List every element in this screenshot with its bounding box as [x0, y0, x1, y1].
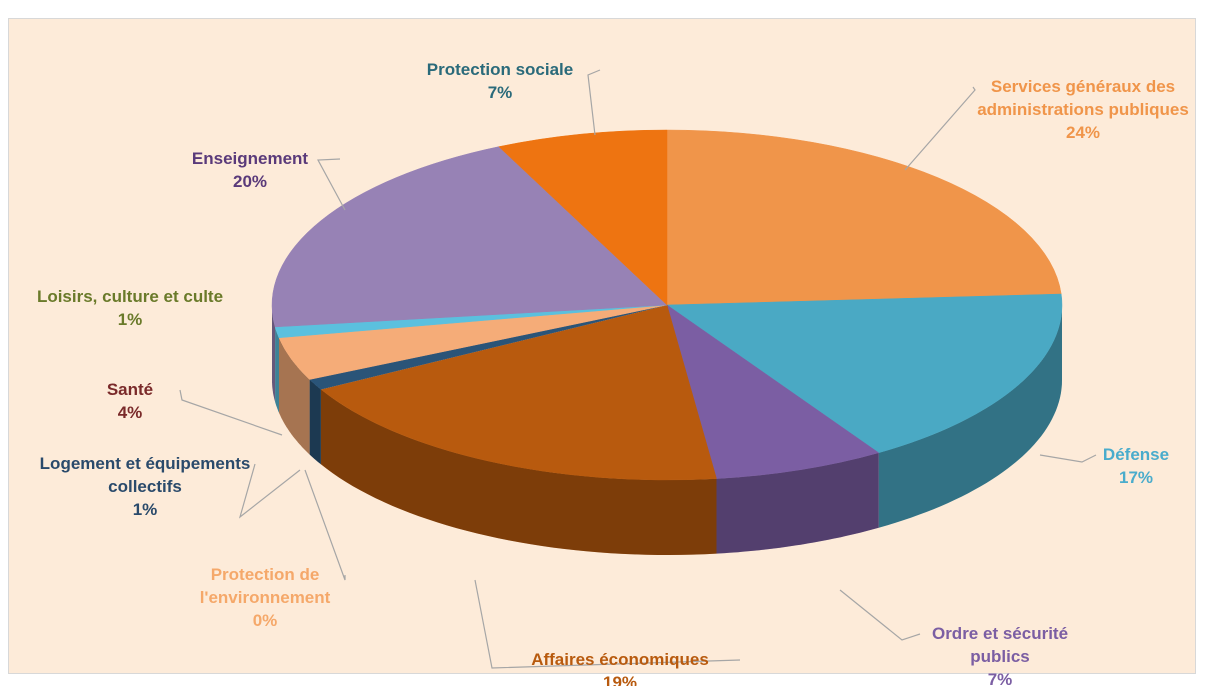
category-label: Protection sociale	[426, 60, 574, 79]
slice-side	[279, 337, 310, 455]
slice-side-shade	[279, 337, 310, 455]
slice-label: Affaires économiques 19%	[490, 648, 750, 686]
slice	[271, 146, 668, 328]
category-label: Santé	[106, 380, 154, 399]
value-label: 1%	[117, 310, 143, 329]
category-label: Protection de l'environnement	[199, 565, 331, 607]
slice-label: Protection sociale 7%	[390, 58, 610, 104]
slice-side	[878, 305, 1062, 528]
slice-label: Logement et équipements collectifs 1%	[25, 452, 265, 521]
leader-line	[317, 158, 346, 211]
slice-label: Protection de l'environnement 0%	[175, 563, 355, 632]
value-label: 20%	[232, 172, 268, 191]
category-label: Services généraux des administrations pu…	[977, 77, 1189, 119]
value-label: 24%	[1065, 123, 1101, 142]
slice	[498, 129, 668, 306]
leader-line	[304, 469, 346, 581]
leader-line	[474, 579, 741, 669]
value-label: 7%	[987, 670, 1013, 686]
slice-side	[716, 452, 879, 554]
value-label: 4%	[117, 403, 143, 422]
slice-side-shade	[716, 452, 879, 554]
category-label: Loisirs, culture et culte	[36, 287, 224, 306]
slice-side	[275, 326, 279, 413]
leader-line	[1039, 454, 1097, 463]
slice-label: Santé 4%	[70, 378, 190, 424]
slice-label: Enseignement 20%	[150, 147, 350, 193]
slice-side-shade	[272, 305, 276, 402]
slice-label: Loisirs, culture et culte 1%	[0, 285, 260, 331]
slice-side-shade	[275, 326, 279, 413]
slice-label: Défense 17%	[1076, 443, 1196, 489]
value-label: 0%	[252, 611, 278, 630]
slice	[666, 304, 880, 479]
leader-line	[587, 69, 601, 136]
slice	[666, 293, 1063, 454]
value-label: 17%	[1118, 468, 1154, 487]
slice-side-shade	[878, 305, 1062, 528]
category-label: Logement et équipements collectifs	[39, 454, 251, 496]
slice-side-shade	[309, 379, 321, 465]
value-label: 1%	[132, 500, 158, 519]
value-label: 19%	[602, 673, 638, 686]
slice-side-shade	[320, 389, 717, 555]
category-label: Défense	[1102, 445, 1170, 464]
leader-line	[839, 589, 921, 641]
leader-line	[238, 463, 301, 519]
leader-line	[179, 389, 283, 436]
slice-side	[309, 379, 321, 465]
slice	[320, 304, 717, 481]
slice-side	[320, 389, 717, 555]
value-label: 7%	[487, 83, 513, 102]
slice	[666, 129, 1062, 306]
category-label: Affaires économiques	[531, 650, 709, 669]
leader-line	[904, 86, 976, 171]
category-label: Enseignement	[191, 149, 309, 168]
slice-label: Services généraux des administrations pu…	[953, 75, 1206, 144]
slice-label: Ordre et sécurité publics 7%	[900, 622, 1100, 686]
slice-side	[272, 305, 276, 402]
category-label: Ordre et sécurité publics	[931, 624, 1069, 666]
